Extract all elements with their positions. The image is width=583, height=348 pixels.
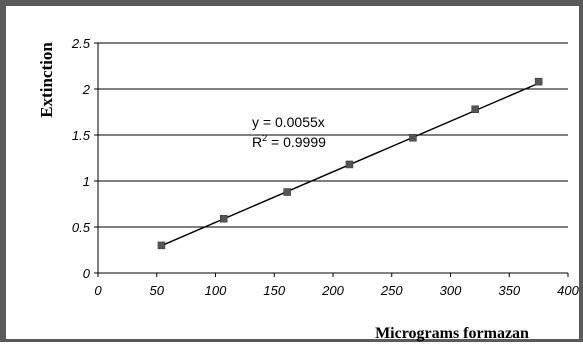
x-tick-label: 0 (94, 283, 102, 298)
y-tick-labels: 0 0.5 1 1.5 2 2.5 (71, 36, 91, 281)
x-tick-label: 50 (150, 283, 165, 298)
data-point (345, 160, 354, 169)
data-point (471, 105, 479, 113)
x-tick-label: 200 (321, 283, 344, 298)
y-tick-label: 1.5 (72, 128, 91, 143)
data-point (409, 134, 417, 142)
x-tick-label: 250 (380, 283, 403, 298)
axes (94, 42, 569, 277)
data-point (157, 241, 166, 250)
scatter-chart: 0 50 100 150 200 250 300 350 400 0 0.5 1 1.5 2 2.5 y … (37, 36, 580, 342)
y-tick-label: 0 (83, 266, 91, 281)
data-point (283, 188, 291, 196)
y-tick-label: 1 (83, 174, 90, 189)
y-tick-label: 0.5 (72, 220, 91, 235)
x-tick-label: 400 (557, 283, 579, 298)
y-tick-label: 2.5 (71, 36, 91, 51)
data-points (157, 77, 543, 250)
r-squared-annotation: R2 = 0.9999 (252, 133, 326, 150)
x-tick-label: 150 (263, 283, 285, 298)
r-squared-prefix: R (252, 134, 262, 150)
gridlines (98, 42, 568, 228)
x-tick-label: 100 (205, 283, 227, 298)
trendline-equation: y = 0.0055x (252, 114, 325, 130)
r-squared-value: = 0.9999 (267, 134, 326, 150)
y-axis-title: Extinction (37, 42, 56, 118)
x-tick-label: 300 (440, 283, 462, 298)
x-axis-title: Micrograms formazan (375, 325, 529, 342)
data-point (534, 77, 543, 86)
x-tick-labels: 0 50 100 150 200 250 300 350 400 (94, 283, 579, 298)
x-tick-label: 350 (498, 283, 520, 298)
data-point (219, 214, 228, 223)
y-tick-label: 2 (82, 82, 91, 97)
r-squared-superscript: 2 (262, 133, 267, 143)
